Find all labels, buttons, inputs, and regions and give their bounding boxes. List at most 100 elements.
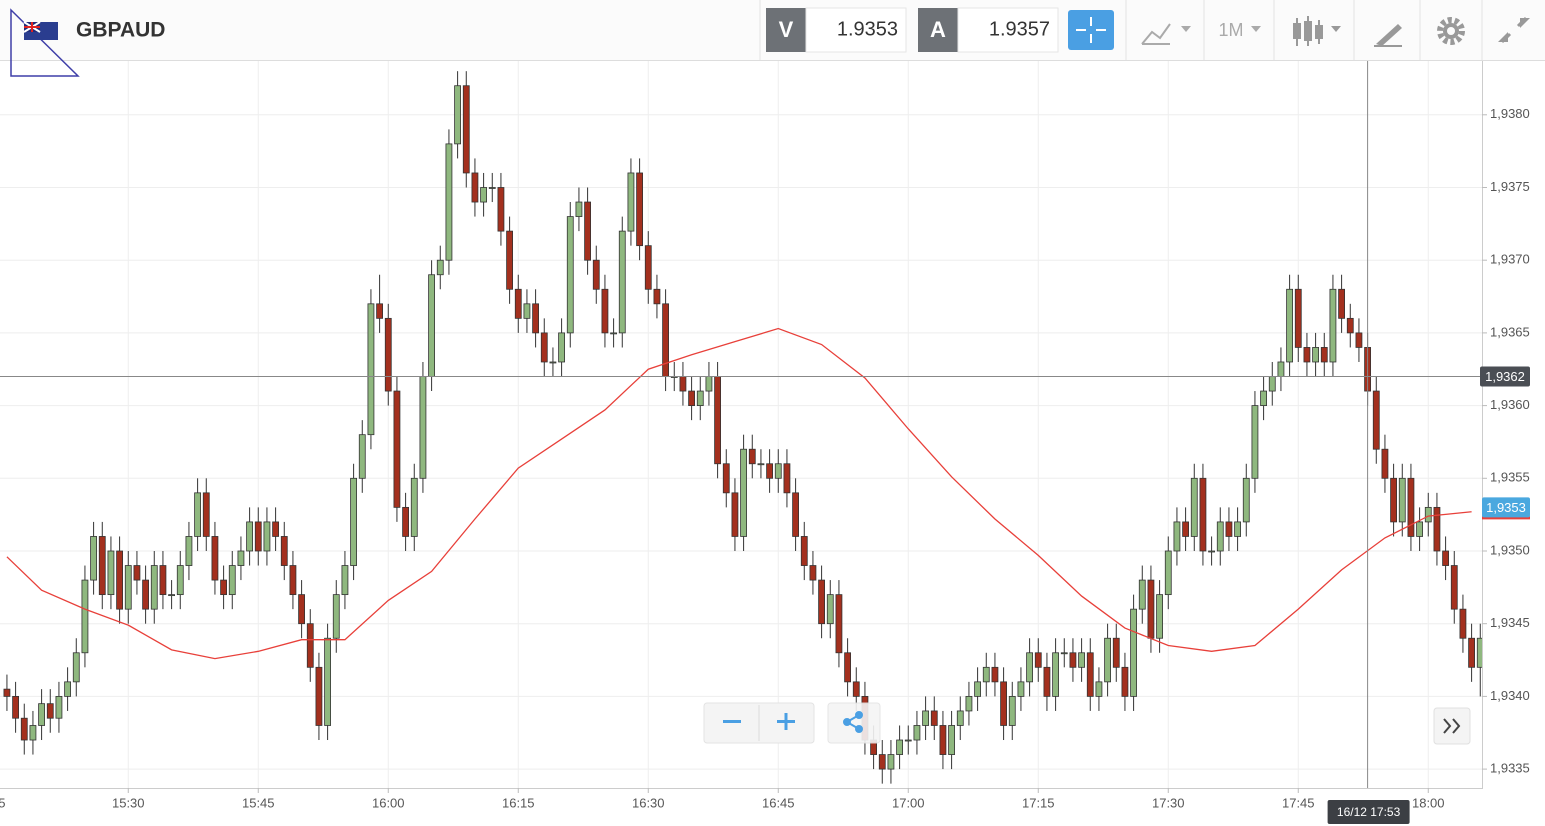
zoom-out[interactable]	[723, 720, 741, 723]
candle-body	[540, 332, 548, 363]
candle-body	[1303, 347, 1311, 363]
candle-body	[462, 85, 470, 174]
share-icon	[843, 711, 863, 733]
candle-body	[549, 361, 557, 364]
candle-body	[272, 521, 280, 537]
settings-button[interactable]	[1437, 17, 1465, 45]
x-tick-label: 15:30	[112, 795, 145, 810]
candle-body	[662, 303, 669, 377]
candle-body	[1008, 695, 1016, 726]
bid-label: V	[779, 17, 794, 42]
ask-label: A	[930, 17, 946, 42]
candle-body	[636, 172, 643, 247]
scroll-right-button[interactable]	[1433, 707, 1471, 745]
candle-body	[72, 652, 80, 683]
candle-body	[584, 201, 591, 261]
timeframe[interactable]: 1M	[1218, 20, 1243, 40]
candle-body	[688, 390, 695, 406]
candle-body	[419, 376, 427, 479]
candle-body	[592, 259, 600, 290]
candle-body	[350, 477, 358, 566]
candle-body	[428, 274, 436, 377]
bid-price: 1.9353	[837, 18, 898, 40]
candle-body	[575, 201, 583, 217]
candle-body	[722, 463, 730, 494]
candle-body	[1052, 652, 1059, 697]
candle-body	[1026, 652, 1033, 683]
candle-body	[740, 448, 747, 537]
candle-body	[1398, 477, 1406, 523]
candle-body	[939, 725, 947, 755]
candle-body	[168, 594, 176, 597]
candle-body	[142, 579, 150, 610]
candle-body	[228, 565, 236, 596]
ask-badge[interactable]	[918, 8, 958, 52]
candle-body	[610, 332, 617, 335]
candle-body	[1459, 608, 1467, 639]
candle-body	[246, 521, 254, 552]
candle-body	[1390, 477, 1397, 523]
x-tick-label: 15:45	[242, 795, 275, 810]
crosshair-button[interactable]	[1068, 10, 1114, 50]
share-button[interactable]	[827, 702, 881, 744]
candle-body	[1277, 361, 1285, 377]
candle-body	[324, 637, 332, 726]
candle-body	[280, 536, 288, 566]
timeframe-arrow	[1251, 26, 1261, 32]
x-tick-label: 15	[0, 795, 6, 810]
zoom-in[interactable]	[777, 713, 795, 730]
x-tick-label: 17:15	[1022, 795, 1055, 810]
candle-body	[1147, 579, 1155, 639]
ask-box	[957, 7, 1059, 53]
candle-body	[1268, 376, 1276, 392]
candle-body	[1086, 652, 1094, 697]
candle-body	[237, 550, 245, 566]
candle-body	[306, 623, 314, 668]
candle-body	[1112, 637, 1120, 668]
plot	[0, 71, 1482, 784]
candle-body	[341, 565, 349, 596]
x-tick-label: 17:00	[892, 795, 925, 810]
candle-body	[116, 550, 123, 610]
candle-body	[20, 717, 28, 741]
candle-body	[480, 187, 488, 203]
x-tick-label: 16:45	[762, 795, 795, 810]
candle-body	[948, 725, 955, 755]
candle-body	[90, 536, 97, 581]
candle-body	[1329, 288, 1337, 363]
candle-body	[1372, 390, 1380, 450]
candle-body	[982, 666, 990, 683]
candle-body	[679, 376, 687, 392]
candle-body	[1260, 390, 1267, 406]
candle-body	[454, 85, 462, 145]
candle-body	[185, 536, 193, 566]
draw-button[interactable]	[1374, 24, 1402, 47]
chart-type-button[interactable]	[1293, 16, 1341, 46]
candle-body	[3, 688, 11, 697]
candle-body	[1242, 477, 1250, 523]
x-tick-label: 17:45	[1282, 795, 1315, 810]
bid-badge[interactable]	[766, 8, 806, 52]
candle-body	[46, 703, 54, 719]
x-tick-label: 16:15	[502, 795, 535, 810]
candle-body	[757, 463, 765, 466]
candle-body	[1104, 637, 1111, 683]
candle-body	[1000, 681, 1007, 726]
candle-body	[410, 477, 418, 537]
candle-body	[332, 594, 340, 639]
candle-body	[913, 725, 921, 741]
candle-body	[878, 754, 886, 770]
candle-body	[705, 376, 713, 392]
indicator-button[interactable]	[1141, 23, 1191, 45]
collapse-button[interactable]	[1498, 16, 1530, 44]
x-tick-label: 16:30	[632, 795, 665, 810]
candle-body	[1078, 652, 1085, 668]
candle-body	[783, 463, 791, 494]
candle-body	[133, 565, 141, 581]
candle-body	[696, 390, 704, 406]
y-tick-label: 1,9335	[1490, 761, 1530, 776]
candle-body	[904, 739, 912, 742]
candle-body	[1095, 681, 1103, 697]
candle-body	[12, 695, 19, 719]
